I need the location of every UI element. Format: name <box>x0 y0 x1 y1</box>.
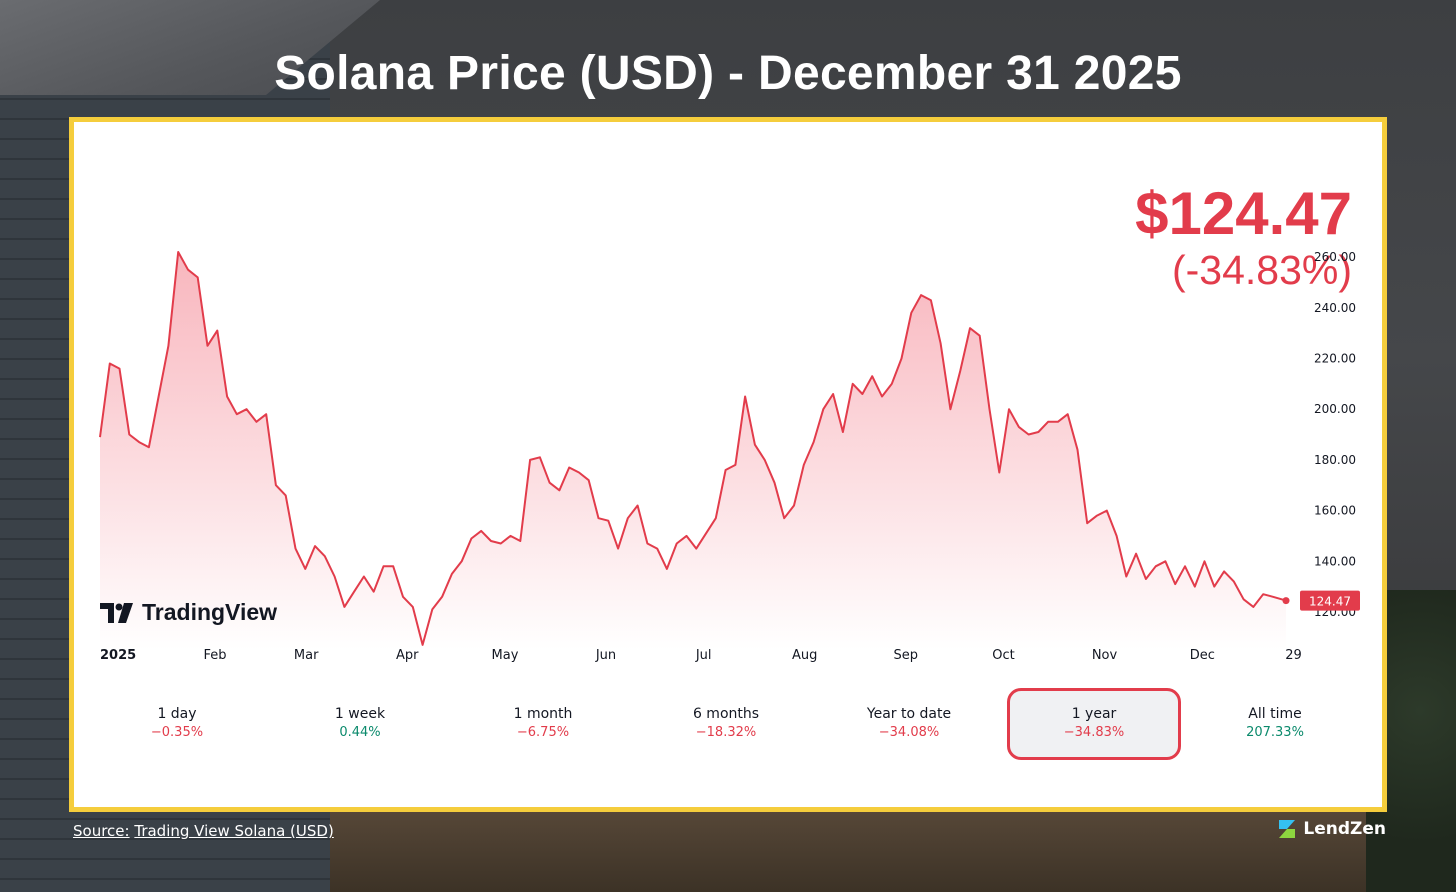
range-label: 1 week <box>334 706 386 722</box>
range-change: 0.44% <box>339 725 381 740</box>
last-value-badge <box>1300 590 1360 611</box>
x-tick-label: 2025 <box>100 648 136 663</box>
x-tick-label: Aug <box>792 648 817 663</box>
page-title: Solana Price (USD) - December 31 2025 <box>274 47 1182 100</box>
x-tick-label: Jul <box>695 648 712 663</box>
x-tick-label: Oct <box>992 648 1014 663</box>
range-change: −18.32% <box>695 725 757 740</box>
range-all-time[interactable]: All time 207.33% <box>1190 688 1360 762</box>
chart-card: $124.47 (-34.83%) 120.00 140.00 160.00 180.… <box>69 117 1387 812</box>
price-change: (-34.83%) <box>1171 247 1352 293</box>
tradingview-wordmark: TradingView <box>142 599 278 625</box>
x-tick-label: May <box>492 648 519 663</box>
range-label: 1 month <box>513 706 573 722</box>
current-price: $124.47 <box>1135 180 1352 247</box>
range-selector: 1 day −0.35% 1 week 0.44% 1 month −6.75% 6 mon… <box>92 688 1382 766</box>
brand-name: LendZen <box>1303 819 1386 839</box>
price-summary: $124.47 (-34.83%) <box>1135 182 1352 294</box>
range-change: −0.35% <box>150 725 204 740</box>
range-change: −34.83% <box>1063 725 1125 740</box>
range-label: 1 year <box>1071 706 1117 722</box>
range-label: 6 months <box>692 706 760 722</box>
price-area <box>100 252 1286 650</box>
y-tick-label: 160.00 <box>1314 504 1356 518</box>
last-point <box>1282 597 1290 605</box>
y-tick-label: 220.00 <box>1314 352 1356 366</box>
source-link[interactable]: Trading View Solana (USD) <box>134 822 334 840</box>
tradingview-icon <box>100 602 133 623</box>
range-year-to-date[interactable]: Year to date −34.08% <box>824 688 994 762</box>
range-1-week[interactable]: 1 week 0.44% <box>275 688 445 762</box>
x-tick-label: Apr <box>396 648 419 663</box>
x-tick-label: Sep <box>894 648 919 663</box>
x-tick-label: Jun <box>595 648 616 663</box>
range-change: −6.75% <box>516 725 570 740</box>
range-change: 207.33% <box>1246 725 1304 740</box>
range-1-year[interactable]: 1 year −34.83% <box>1007 688 1181 760</box>
range-label: Year to date <box>866 706 952 722</box>
price-line <box>99 251 1287 646</box>
range-1-month[interactable]: 1 month −6.75% <box>458 688 628 762</box>
source-label: Source: <box>73 822 130 840</box>
background-houses <box>330 800 1456 892</box>
x-tick-label: Nov <box>1092 648 1118 663</box>
y-tick-label: 200.00 <box>1314 402 1356 416</box>
y-tick-label: 260.00 <box>1314 250 1356 264</box>
x-tick-label: Feb <box>203 648 226 663</box>
range-change: −34.08% <box>878 725 940 740</box>
x-tick-label: Dec <box>1190 648 1215 663</box>
y-tick-label: 180.00 <box>1314 453 1356 467</box>
x-tick-label: Mar <box>294 648 319 663</box>
range-1-day[interactable]: 1 day −0.35% <box>92 688 262 762</box>
y-tick-label: 140.00 <box>1314 554 1356 568</box>
x-tick-label: 29 <box>1285 648 1302 663</box>
price-chart: 120.00140.00160.00180.00200.00220.00240.… <box>99 250 1360 663</box>
range-6-months[interactable]: 6 months −18.32% <box>641 688 811 762</box>
source-note: Source: Trading View Solana (USD) <box>73 822 334 840</box>
lendzen-icon <box>1279 820 1296 838</box>
y-tick-label: 240.00 <box>1314 301 1356 315</box>
last-value-label: 124.47 <box>1309 595 1351 609</box>
tradingview-logo: TradingView <box>100 599 277 626</box>
range-label: 1 day <box>157 706 197 722</box>
range-label: All time <box>1248 706 1302 722</box>
brand-logo: LendZen <box>1277 818 1386 840</box>
